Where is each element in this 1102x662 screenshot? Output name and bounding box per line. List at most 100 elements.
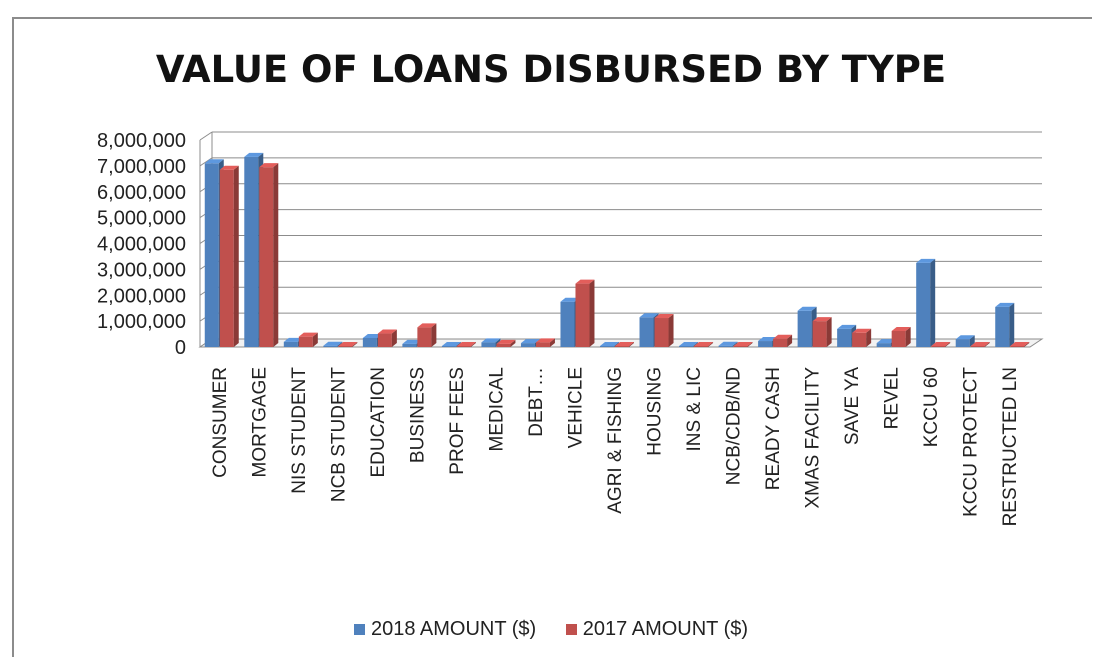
- y-tick-label: 7,000,000: [97, 156, 186, 178]
- bar-top: [323, 341, 343, 346]
- bar-2017: [535, 338, 555, 347]
- bar-front: [758, 341, 773, 347]
- bar-side: [747, 342, 753, 347]
- bar-front: [417, 327, 432, 347]
- bar-2017: [812, 317, 832, 347]
- bar-side: [337, 341, 343, 347]
- bar-top: [852, 328, 872, 333]
- bar-side: [826, 317, 832, 347]
- x-tick-label: MEDICAL: [486, 367, 507, 451]
- bar-front: [481, 342, 496, 347]
- bar-side: [233, 165, 239, 347]
- bar-side: [431, 323, 437, 347]
- bar-top: [244, 152, 264, 157]
- bar-front: [694, 346, 709, 347]
- bar-front: [204, 163, 219, 347]
- bar-top: [773, 334, 793, 339]
- bar-front: [679, 346, 694, 347]
- bar-side: [732, 341, 738, 347]
- bar-top: [995, 302, 1015, 307]
- legend-label-2017: 2017 AMOUNT ($): [582, 618, 749, 641]
- bar-top: [931, 342, 951, 346]
- bar-2018: [600, 342, 619, 347]
- y-tick-label: 8,000,000: [97, 130, 186, 152]
- bar-side: [455, 342, 461, 347]
- x-tick-label: PROF FEES: [447, 367, 468, 475]
- bar-side: [905, 326, 911, 347]
- bar-front: [876, 343, 891, 347]
- bar-2018: [679, 342, 699, 347]
- chart-frame: [12, 17, 1092, 657]
- bar-front: [535, 342, 550, 347]
- y-tick-label: 6,000,000: [97, 182, 186, 204]
- bar-top: [560, 297, 580, 302]
- x-tick-label: XMAS FACILITY: [803, 367, 824, 509]
- bar-front: [812, 321, 827, 347]
- bar-front: [970, 346, 985, 347]
- bar-front: [259, 167, 274, 347]
- bar-top: [219, 165, 239, 170]
- bar-2017: [496, 339, 516, 347]
- bar-2017: [773, 334, 793, 347]
- x-tick-label: DEBT…: [526, 367, 547, 437]
- bar-side: [312, 332, 318, 347]
- legend-swatch-2018: [353, 624, 365, 636]
- bar-front: [298, 336, 313, 347]
- x-tick-label: KCCU PROTECT: [961, 367, 982, 517]
- bar-side: [629, 342, 634, 347]
- bar-front: [456, 346, 471, 347]
- bar-front: [797, 310, 812, 347]
- bar-top: [298, 332, 318, 337]
- bar-2017: [733, 342, 753, 347]
- bar-side: [614, 342, 619, 347]
- x-tick-label: INS & LIC: [684, 367, 705, 451]
- bar-top: [283, 337, 303, 342]
- legend-item-2018: 2018 AMOUNT ($): [353, 618, 536, 641]
- bar-2017: [259, 163, 279, 347]
- bar-top: [837, 324, 857, 329]
- bar-2017: [456, 342, 476, 347]
- bar-2017: [575, 279, 595, 347]
- bar-top: [639, 313, 659, 318]
- bar-top: [441, 342, 461, 346]
- bar-top: [615, 342, 634, 346]
- bar-front: [995, 306, 1010, 347]
- bar-2017: [852, 328, 872, 347]
- bar-top: [718, 341, 738, 346]
- bar-top: [970, 342, 990, 346]
- bar-2017: [417, 323, 437, 347]
- x-tick-label: AGRI & FISHING: [605, 367, 626, 514]
- bar-top: [694, 342, 714, 346]
- bar-2018: [323, 341, 343, 347]
- x-tick-label: NIS STUDENT: [289, 367, 310, 494]
- grid-side-line: [199, 157, 213, 167]
- bar-front: [362, 337, 377, 347]
- x-tick-label: NCB STUDENT: [328, 367, 349, 503]
- y-tick-label: 5,000,000: [97, 208, 186, 230]
- bar-top: [891, 326, 911, 331]
- bar-front: [560, 301, 575, 347]
- x-tick-label: BUSINESS: [407, 367, 428, 463]
- bar-front: [733, 346, 748, 347]
- bar-top: [204, 159, 224, 164]
- bar-front: [916, 262, 931, 347]
- x-tick-label: KCCU 60: [921, 367, 942, 447]
- x-tick-label: MORTGAGE: [249, 367, 270, 478]
- bar-front: [773, 338, 788, 347]
- legend-swatch-2017: [565, 624, 577, 636]
- y-tick-label: 0: [175, 337, 186, 359]
- bar-side: [352, 342, 358, 347]
- bar-top: [520, 339, 540, 344]
- x-tick-label: HOUSING: [645, 367, 666, 456]
- x-tick-label: RESTRUCTED LN: [1000, 367, 1021, 526]
- bar-side: [668, 314, 674, 347]
- bar-top: [654, 314, 674, 319]
- bar-side: [510, 339, 516, 347]
- bar-front: [323, 345, 338, 347]
- bar-side: [549, 338, 555, 347]
- bar-2017: [377, 329, 397, 347]
- bar-front: [338, 346, 353, 347]
- bar-top: [456, 342, 476, 346]
- bar-front: [837, 328, 852, 347]
- bar-top: [758, 337, 778, 342]
